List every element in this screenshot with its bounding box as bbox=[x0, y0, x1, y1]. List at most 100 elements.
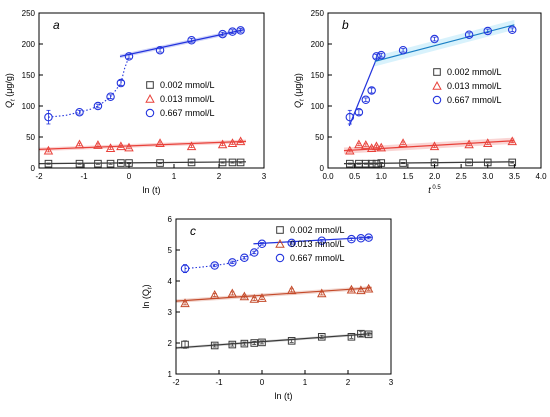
series-0 bbox=[39, 158, 247, 168]
series-0 bbox=[343, 158, 517, 168]
data-point bbox=[362, 159, 370, 168]
y-axis-label: Qt (μg/g) bbox=[293, 73, 306, 108]
x-tick-label: 2 bbox=[346, 378, 351, 387]
legend-marker bbox=[145, 108, 155, 118]
data-point bbox=[228, 27, 237, 36]
data-point bbox=[228, 340, 237, 349]
data-point bbox=[508, 158, 517, 167]
data-point bbox=[287, 337, 296, 345]
y-tick-label: 250 bbox=[22, 9, 36, 18]
data-point bbox=[356, 285, 366, 295]
series-2 bbox=[180, 233, 373, 274]
data-point bbox=[398, 138, 408, 147]
legend-label: 0.002 mmol/L bbox=[160, 80, 215, 90]
y-tick-label: 6 bbox=[168, 215, 173, 224]
x-tick-label: 1 bbox=[172, 172, 177, 181]
data-point bbox=[367, 159, 376, 168]
legend-label: 0.013 mmol/L bbox=[447, 81, 502, 91]
data-point bbox=[93, 140, 103, 149]
y-tick-label: 100 bbox=[311, 102, 325, 111]
data-point bbox=[180, 298, 190, 308]
dotted-guide-curve bbox=[48, 56, 130, 118]
data-point bbox=[317, 333, 326, 341]
data-point bbox=[236, 158, 245, 167]
data-point bbox=[250, 248, 259, 257]
data-point bbox=[210, 261, 219, 270]
x-tick-label: 0.5 bbox=[349, 172, 361, 181]
data-point bbox=[354, 107, 364, 117]
x-tick-label: 1.5 bbox=[402, 172, 414, 181]
data-point bbox=[155, 45, 165, 55]
data-point bbox=[345, 112, 355, 122]
y-tick-label: 150 bbox=[311, 71, 325, 80]
x-tick-label: 4.0 bbox=[535, 172, 547, 181]
x-tick-label: -2 bbox=[172, 378, 180, 387]
x-tick-label: 0.0 bbox=[322, 172, 334, 181]
data-point bbox=[317, 236, 327, 245]
data-point bbox=[354, 139, 364, 149]
data-point bbox=[346, 159, 354, 168]
data-point bbox=[106, 92, 115, 101]
y-tick-label: 250 bbox=[311, 9, 325, 18]
data-point bbox=[345, 145, 355, 155]
y-tick-label: 100 bbox=[22, 102, 36, 111]
data-point bbox=[361, 95, 371, 105]
x-tick-label: 1 bbox=[303, 378, 308, 387]
y-axis-label: ln (Qt) bbox=[141, 284, 154, 308]
data-point bbox=[116, 78, 126, 88]
fit-line bbox=[348, 57, 378, 127]
legend-marker bbox=[276, 226, 284, 234]
y-tick-label: 0 bbox=[320, 164, 325, 173]
panel-label: a bbox=[53, 18, 60, 32]
x-tick-label: 2.0 bbox=[429, 172, 441, 181]
y-tick-label: 3 bbox=[168, 308, 173, 317]
data-point bbox=[250, 339, 259, 347]
data-point bbox=[74, 139, 85, 149]
fit-line bbox=[39, 161, 247, 165]
data-point bbox=[180, 264, 190, 273]
panel-label: b bbox=[342, 18, 349, 32]
chart-panel-a: -2 -1 0 1 2 3 0 50 100 150 200 250 ln (t) Qt (μg/g) a 0… bbox=[4, 9, 267, 195]
data-point bbox=[507, 136, 517, 146]
data-point bbox=[218, 29, 227, 39]
data-point bbox=[181, 340, 189, 349]
fit-line bbox=[253, 236, 372, 245]
data-point bbox=[236, 26, 245, 35]
legend-label: 0.667 mmol/L bbox=[290, 253, 345, 263]
chart-panel-b: 0.0 0.5 1.0 1.5 2.0 2.5 3.0 3.5 4.0 0 50 100 150 200 2… bbox=[293, 9, 547, 195]
data-point bbox=[44, 112, 53, 122]
x-tick-label: 3 bbox=[262, 172, 267, 181]
legend-marker bbox=[146, 81, 154, 89]
y-tick-label: 50 bbox=[315, 133, 324, 142]
y-tick-label: 1 bbox=[168, 370, 173, 379]
fit-line bbox=[176, 333, 372, 349]
chart-panel-c: -2 -1 0 1 2 3 1 2 3 4 5 6 ln (t) ln (Qt) c 0.002 mmol/L… bbox=[141, 215, 394, 401]
data-point bbox=[257, 239, 267, 249]
data-point bbox=[186, 141, 197, 151]
data-point bbox=[430, 34, 439, 44]
y-tick-label: 150 bbox=[22, 71, 36, 80]
y-tick-label: 0 bbox=[31, 164, 36, 173]
data-point bbox=[287, 238, 296, 248]
x-tick-label: 1.0 bbox=[376, 172, 388, 181]
data-point bbox=[93, 101, 103, 111]
legend-marker bbox=[275, 239, 285, 248]
data-point bbox=[228, 158, 237, 167]
data-point bbox=[105, 143, 116, 152]
data-point bbox=[249, 294, 259, 303]
data-point bbox=[75, 159, 84, 168]
plot-area bbox=[39, 26, 247, 168]
x-tick-label: 3 bbox=[389, 378, 394, 387]
data-point bbox=[507, 25, 517, 34]
series-1 bbox=[176, 283, 374, 308]
legend-marker bbox=[433, 68, 441, 76]
fit-line bbox=[176, 287, 372, 302]
legend-label: 0.002 mmol/L bbox=[290, 225, 345, 235]
data-point bbox=[363, 283, 374, 293]
data-point bbox=[187, 36, 196, 45]
y-tick-label: 200 bbox=[311, 40, 325, 49]
data-point bbox=[75, 107, 84, 117]
data-point bbox=[117, 159, 125, 167]
data-point bbox=[317, 288, 327, 298]
